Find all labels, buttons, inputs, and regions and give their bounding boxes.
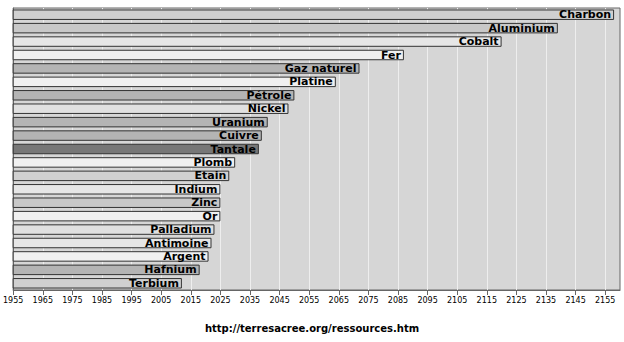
svg-text:Hafnium: Hafnium (144, 263, 196, 276)
svg-text:2035: 2035 (240, 296, 260, 305)
svg-text:http://terresacree.org/ressour: http://terresacree.org/ressources.htm (205, 323, 419, 334)
svg-text:Terbium: Terbium (129, 277, 179, 290)
svg-text:Zinc: Zinc (191, 196, 217, 209)
svg-text:2145: 2145 (565, 296, 585, 305)
svg-text:Palladium: Palladium (150, 223, 211, 236)
svg-text:2065: 2065 (329, 296, 349, 305)
svg-text:Cobalt: Cobalt (459, 35, 499, 48)
svg-text:Indium: Indium (175, 183, 218, 196)
svg-text:Platine: Platine (289, 75, 333, 88)
svg-text:Nickel: Nickel (248, 102, 286, 115)
svg-text:1985: 1985 (92, 296, 112, 305)
svg-text:Pétrole: Pétrole (246, 89, 291, 102)
svg-text:Or: Or (203, 210, 218, 223)
svg-text:Antimoine: Antimoine (145, 237, 208, 250)
svg-text:1975: 1975 (62, 296, 82, 305)
svg-text:Aluminium: Aluminium (489, 22, 555, 35)
svg-text:Charbon: Charbon (559, 8, 611, 21)
svg-text:2095: 2095 (417, 296, 437, 305)
svg-text:2085: 2085 (388, 296, 408, 305)
svg-text:2045: 2045 (269, 296, 289, 305)
svg-text:Fer: Fer (381, 49, 402, 62)
svg-text:Gaz naturel: Gaz naturel (285, 62, 357, 75)
svg-text:1965: 1965 (33, 296, 53, 305)
svg-text:2075: 2075 (358, 296, 378, 305)
svg-text:Argent: Argent (163, 250, 205, 263)
svg-text:Cuivre: Cuivre (219, 129, 259, 142)
svg-text:2155: 2155 (595, 296, 615, 305)
svg-text:2005: 2005 (151, 296, 171, 305)
svg-text:1995: 1995 (121, 296, 141, 305)
svg-text:2115: 2115 (477, 296, 497, 305)
svg-text:Tantale: Tantale (211, 143, 256, 156)
svg-text:Etain: Etain (194, 169, 226, 182)
svg-text:2135: 2135 (536, 296, 556, 305)
svg-text:1955: 1955 (3, 296, 23, 305)
svg-text:2125: 2125 (506, 296, 526, 305)
svg-text:2015: 2015 (181, 296, 201, 305)
svg-text:2055: 2055 (299, 296, 319, 305)
svg-text:2025: 2025 (210, 296, 230, 305)
svg-text:Uranium: Uranium (212, 116, 265, 129)
svg-text:2105: 2105 (447, 296, 467, 305)
svg-text:Plomb: Plomb (193, 156, 232, 169)
